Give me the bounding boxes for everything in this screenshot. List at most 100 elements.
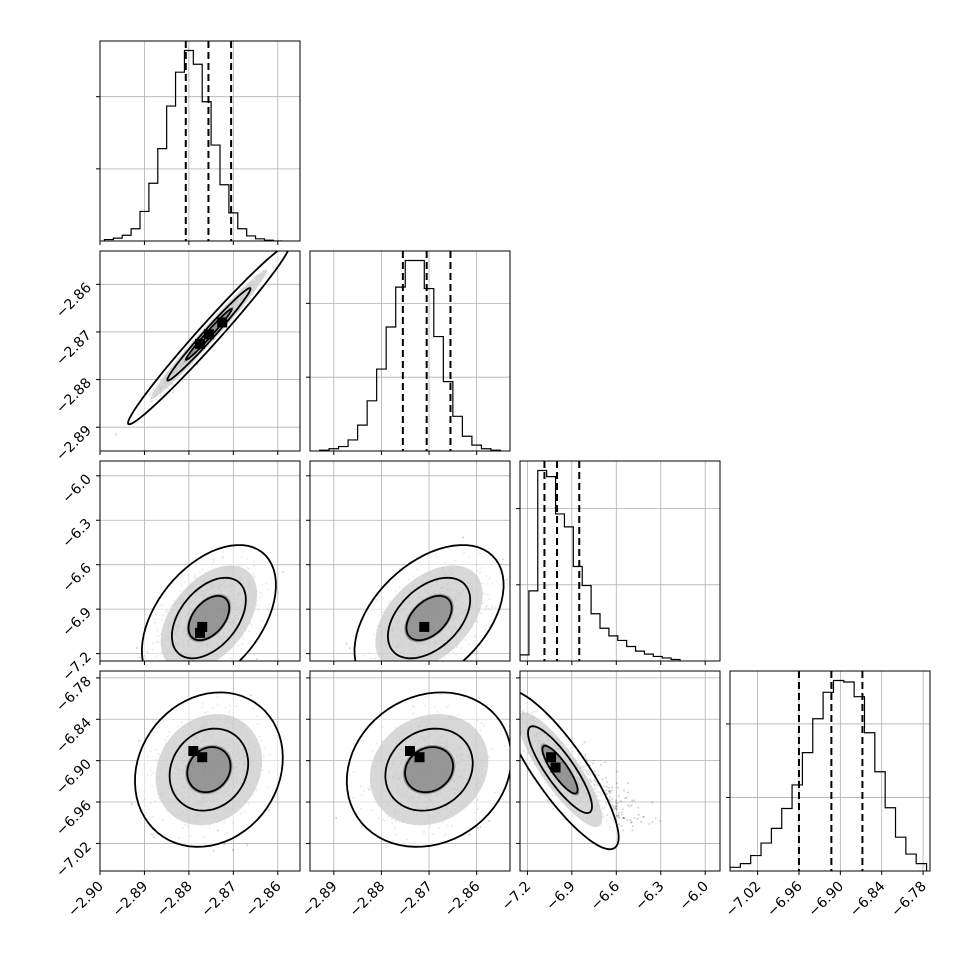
scatter-point xyxy=(406,674,408,676)
contour-level-0 xyxy=(384,727,474,812)
density-peak xyxy=(197,752,208,763)
density-peak xyxy=(419,621,430,632)
scatter-point xyxy=(629,819,632,822)
scatter-point xyxy=(281,571,284,574)
scatter-point xyxy=(392,665,394,667)
scatter-point xyxy=(167,675,169,677)
scatter-point xyxy=(469,833,472,836)
scatter-point xyxy=(615,805,618,808)
y-tick-label: −2.88 xyxy=(53,375,95,417)
density-peak xyxy=(195,338,205,349)
panel-3-0: −7.02−6.96−6.90−6.84−6.78−2.90 −2.89 −2.88… xyxy=(53,670,301,921)
scatter-point xyxy=(162,673,164,675)
scatter-point xyxy=(223,843,226,846)
scatter-point xyxy=(411,663,413,665)
scatter-point xyxy=(622,829,625,832)
scatter-point xyxy=(194,664,196,666)
scatter-point xyxy=(198,662,200,664)
contour-level-0 xyxy=(168,727,250,812)
scatter-point xyxy=(375,663,377,665)
scatter-point xyxy=(421,665,423,667)
density-peak xyxy=(414,752,425,763)
scatter-point xyxy=(165,673,167,675)
panel-2-1 xyxy=(306,460,511,683)
panel-2-2 xyxy=(516,460,721,665)
scatter-point xyxy=(183,662,185,664)
scatter-point xyxy=(335,816,338,819)
panel-1-1 xyxy=(306,250,511,455)
scatter-point xyxy=(583,741,586,744)
scatter-point xyxy=(612,806,615,809)
scatter-point xyxy=(414,675,416,677)
x-tick-label: −2.89 xyxy=(110,879,152,921)
scatter-point xyxy=(605,785,608,788)
x-tick-label: −2.90 xyxy=(65,879,107,921)
panel-2-0: −7.2−6.9−6.6−6.3−6.0 xyxy=(59,460,301,684)
scatter-point xyxy=(224,662,226,664)
density-fill-inner xyxy=(185,745,233,795)
scatter-point xyxy=(617,795,620,797)
x-tick-label: −2.88 xyxy=(154,879,196,921)
panel-frame xyxy=(519,460,721,662)
scatter-point xyxy=(198,675,200,677)
scatter-point xyxy=(250,694,253,697)
panel-frame xyxy=(309,670,511,872)
scatter-point xyxy=(183,666,185,668)
scatter-point xyxy=(623,817,626,820)
scatter-point xyxy=(388,667,390,669)
panel-0-0 xyxy=(96,40,301,245)
scatter-point xyxy=(172,391,175,394)
scatter-point xyxy=(175,666,177,668)
scatter-point xyxy=(246,844,249,847)
scatter-point xyxy=(408,681,410,683)
x-tick-label: −2.86 xyxy=(442,878,484,920)
y-tick-label: −6.9 xyxy=(59,605,94,640)
histogram-step-0 xyxy=(103,49,283,241)
scatter-point xyxy=(585,758,588,760)
scatter-point xyxy=(584,753,587,756)
x-tick-label: −2.88 xyxy=(347,879,389,921)
scatter-point xyxy=(212,849,215,852)
scatter-point xyxy=(605,789,608,792)
scatter-point xyxy=(488,819,491,822)
scatter-point xyxy=(616,814,619,817)
scatter-point xyxy=(604,761,607,764)
panel-frame xyxy=(99,670,301,872)
scatter-point xyxy=(171,666,173,668)
contour-level-0 xyxy=(166,287,252,382)
scatter-point xyxy=(384,675,386,677)
scatter-point xyxy=(410,666,412,668)
scatter-point xyxy=(180,668,182,670)
scatter-point xyxy=(506,578,508,581)
scatter-point xyxy=(226,668,228,670)
scatter-point xyxy=(209,664,211,666)
y-tick-label: −6.0 xyxy=(59,471,94,506)
y-tick-label: −6.96 xyxy=(53,797,95,839)
scatter-point xyxy=(626,804,629,807)
scatter-point xyxy=(130,803,133,806)
scatter-point xyxy=(617,815,620,818)
scatter-point xyxy=(430,681,432,683)
scatter-point xyxy=(633,799,636,802)
scatter-point xyxy=(412,681,414,683)
scatter-point xyxy=(442,666,444,668)
density-peak xyxy=(195,627,205,638)
contour-level-1 xyxy=(140,544,277,661)
scatter-point xyxy=(388,669,390,671)
scatter-point xyxy=(189,673,191,675)
contour-level-1 xyxy=(134,691,284,848)
x-tick-label: −2.86 xyxy=(243,878,285,920)
density-peak xyxy=(203,329,214,340)
density-peak xyxy=(188,746,199,756)
scatter-point xyxy=(395,667,397,669)
scatter-point xyxy=(345,642,348,645)
contour-level-inner xyxy=(404,746,455,794)
scatter-point xyxy=(348,647,351,650)
scatter-point xyxy=(512,749,514,751)
scatter-point xyxy=(222,666,224,668)
scatter-point xyxy=(231,848,234,851)
contour-level-inner xyxy=(186,746,232,794)
scatter-point xyxy=(255,658,258,661)
scatter-point xyxy=(631,799,634,802)
